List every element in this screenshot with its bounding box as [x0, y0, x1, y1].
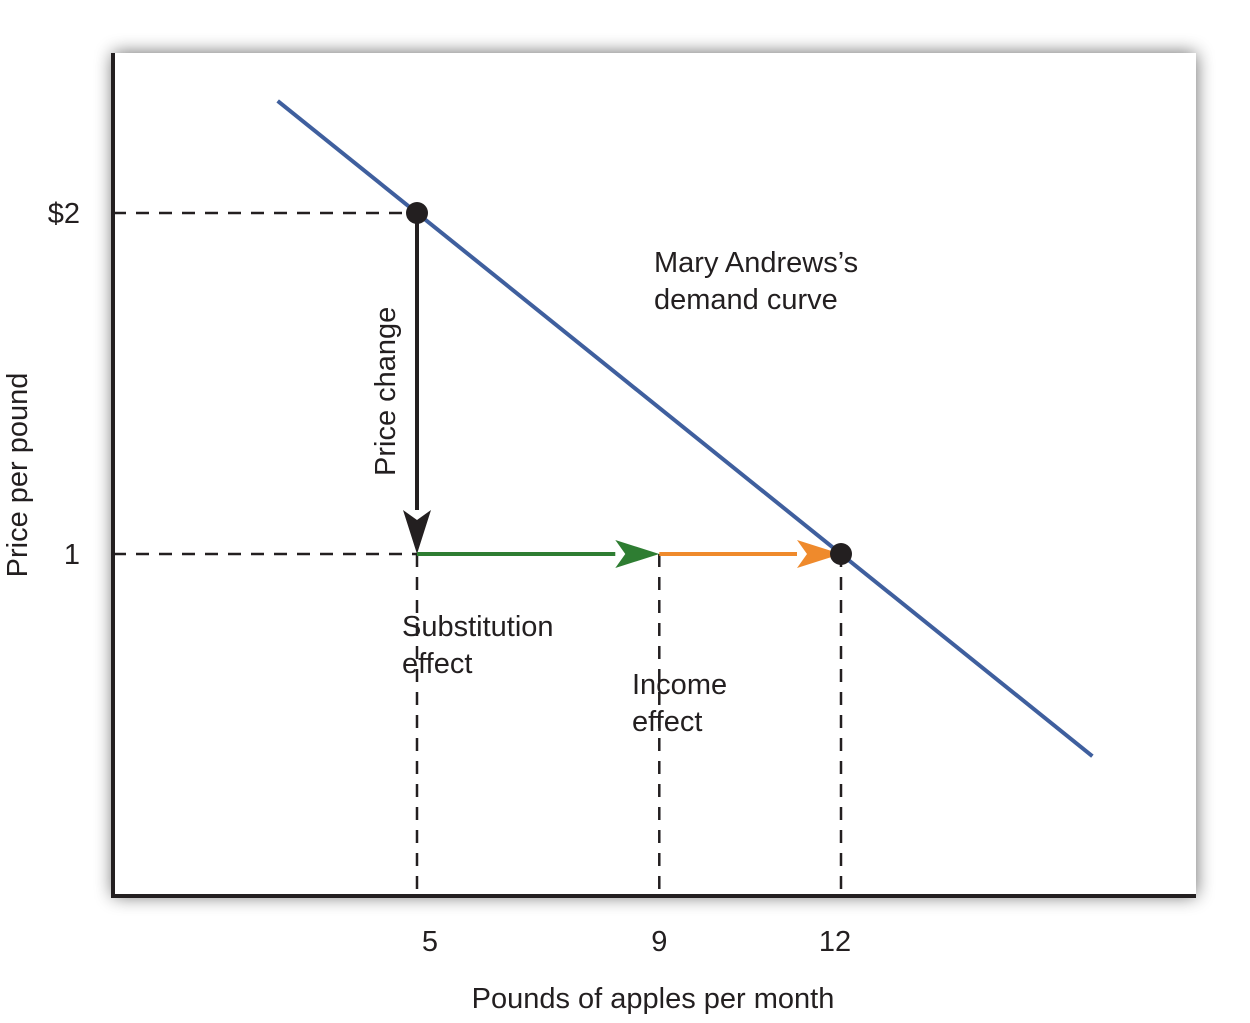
- y-tick-label: $2: [48, 198, 80, 230]
- x-tick-labels: 5 9 12: [422, 926, 851, 958]
- income-effect-arrow-head: [797, 540, 841, 568]
- data-point: [406, 202, 428, 224]
- x-tick-label: 5: [422, 926, 438, 958]
- data-point: [830, 543, 852, 565]
- x-tick-label: 12: [819, 926, 851, 958]
- income-effect-label-line1: Income: [632, 669, 727, 701]
- y-tick-labels: $2 1: [48, 198, 80, 571]
- demand-curve-label-line1: Mary Andrews’s: [654, 247, 858, 279]
- guide-lines: [113, 211, 843, 896]
- substitution-effect-label-line1: Substitution: [402, 611, 554, 643]
- demand-curve-label-line2: demand curve: [654, 284, 838, 316]
- substitution-effect-label-line2: effect: [402, 648, 472, 680]
- y-tick-label: 1: [64, 539, 80, 571]
- plot-panel: [113, 53, 1196, 896]
- price-change-arrow-head: [403, 510, 431, 554]
- x-tick-label: 9: [651, 926, 667, 958]
- effect-arrows: [403, 213, 841, 568]
- data-points: [406, 202, 852, 565]
- y-axis-title: Price per pound: [2, 373, 34, 578]
- substitution-effect-arrow-head: [615, 540, 660, 568]
- x-axis-title: Pounds of apples per month: [472, 983, 835, 1015]
- price-change-label: Price change: [370, 307, 402, 476]
- income-effect-label-line2: effect: [632, 706, 702, 738]
